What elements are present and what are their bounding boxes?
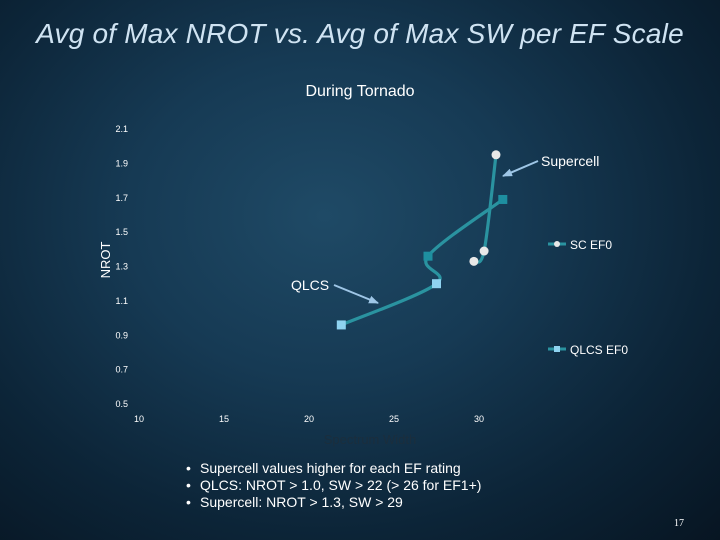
x-tick-label: 10 [134, 414, 144, 424]
y-tick-label: 0.5 [115, 399, 128, 409]
bullet-item: Supercell values higher for each EF rati… [186, 460, 481, 477]
x-tick-label: 25 [389, 414, 399, 424]
y-tick-label: 2.1 [115, 124, 128, 134]
x-tick-label: 15 [219, 414, 229, 424]
y-axis-label: NROT [98, 242, 113, 279]
legend-label: QLCS EF0 [570, 343, 628, 357]
data-point [336, 320, 346, 330]
data-point [479, 246, 489, 256]
bullet-item: Supercell: NROT > 1.3, SW > 29 [186, 494, 481, 511]
bullet-item: QLCS: NROT > 1.0, SW > 22 (> 26 for EF1+… [186, 477, 481, 494]
data-point [491, 150, 501, 160]
y-tick-label: 1.9 [115, 158, 128, 168]
page-number: 17 [674, 518, 684, 529]
legend-swatch-marker [554, 346, 560, 352]
data-point [469, 256, 479, 266]
data-point [432, 279, 441, 289]
y-tick-label: 0.9 [115, 330, 128, 340]
y-tick-label: 1.1 [115, 296, 128, 306]
y-tick-label: 1.3 [115, 262, 128, 272]
x-tick-label: 30 [474, 414, 484, 424]
annotation-supercell-arrow [502, 160, 539, 177]
y-tick-label: 1.5 [115, 227, 128, 237]
annotation-qlcs-arrow [333, 284, 379, 304]
annotation-qlcs: QLCS [291, 277, 329, 293]
y-tick-label: 0.7 [115, 365, 128, 375]
series-line-1 [339, 197, 505, 327]
slide-title: Avg of Max NROT vs. Avg of Max SW per EF… [36, 18, 684, 49]
data-point [423, 251, 433, 261]
y-tick-label: 1.7 [115, 193, 128, 203]
annotation-supercell: Supercell [541, 153, 599, 169]
x-axis-label: Spectrum Width [324, 432, 416, 447]
bullet-list: Supercell values higher for each EF rati… [186, 460, 481, 511]
legend-swatch-marker [554, 241, 560, 247]
legend-label: SC EF0 [570, 238, 612, 252]
data-point [498, 194, 508, 204]
x-tick-label: 20 [304, 414, 314, 424]
chart-title: During Tornado [305, 83, 414, 100]
